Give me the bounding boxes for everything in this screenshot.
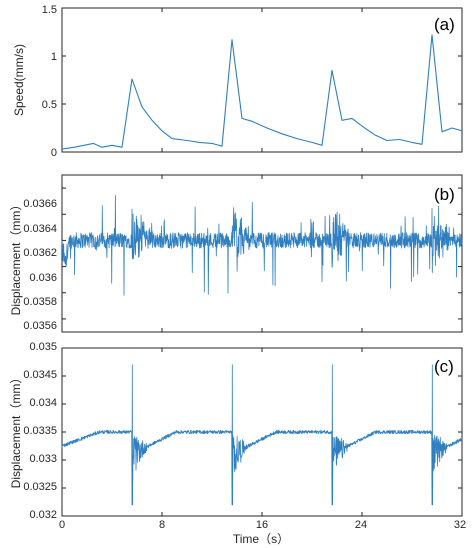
panel-a-label: (a): [434, 15, 455, 34]
panel-a-ytick: 0: [51, 147, 57, 159]
panel-a-axes-box: [61, 7, 463, 153]
panel-c-ylabel: Displacement（mm）: [9, 372, 23, 489]
panel-c-ytick: 0.032: [29, 509, 57, 521]
panel-c-plot: [61, 347, 463, 517]
panel-b-ytick: 0.0364: [23, 223, 57, 235]
panel-c-xtick: 0: [59, 519, 65, 531]
panel-c-ytick: 0.0325: [23, 481, 57, 493]
panel-c-series-line: [61, 364, 463, 506]
panel-c-xtick: 32: [454, 519, 466, 531]
panel-b-ytick: 0.0356: [23, 320, 57, 332]
panel-c-xtick: 24: [355, 519, 367, 531]
panel-c: 0.032 0.0325 0.033 0.0335 0.034 0.0345 0…: [9, 341, 466, 546]
panel-c-ytick: 0.034: [29, 397, 57, 409]
panel-b-ylabel: Displacement（mm）: [9, 199, 23, 316]
panel-b-ytick: 0.036: [29, 272, 57, 284]
panel-b-axes-box: [61, 174, 463, 333]
panel-a-ylabel: Speed(mm/s): [12, 44, 26, 116]
panel-c-xtick: 8: [159, 519, 165, 531]
panel-a-plot: [61, 7, 463, 153]
panel-b-ytick: 0.0358: [23, 296, 57, 308]
panel-c-ytick: 0.033: [29, 453, 57, 465]
panel-a-series-line: [61, 34, 463, 150]
panel-c-ytick: 0.0335: [23, 425, 57, 437]
panel-a: 0 0.5 1 1.5 Speed(mm/s) (a): [12, 4, 463, 159]
panel-a-ytick: 1.5: [42, 4, 57, 16]
panel-b-plot: [61, 174, 463, 333]
panel-b: 0.0356 0.0358 0.036 0.0362 0.0364 0.0366…: [9, 174, 463, 333]
panel-c-xtick: 16: [256, 519, 268, 531]
panel-a-ytick: 1: [51, 51, 57, 63]
panel-c-ytick: 0.035: [29, 341, 57, 353]
panel-b-ytick: 0.0366: [23, 198, 57, 210]
x-axis-label: Time（s）: [233, 532, 289, 546]
panel-a-ytick: 0.5: [42, 99, 57, 111]
panel-b-series-line: [61, 195, 463, 296]
panel-c-label: (c): [434, 357, 454, 376]
panel-c-ytick: 0.0345: [23, 369, 57, 381]
panel-b-label: (b): [434, 185, 455, 204]
panel-b-ytick: 0.0362: [23, 247, 57, 259]
